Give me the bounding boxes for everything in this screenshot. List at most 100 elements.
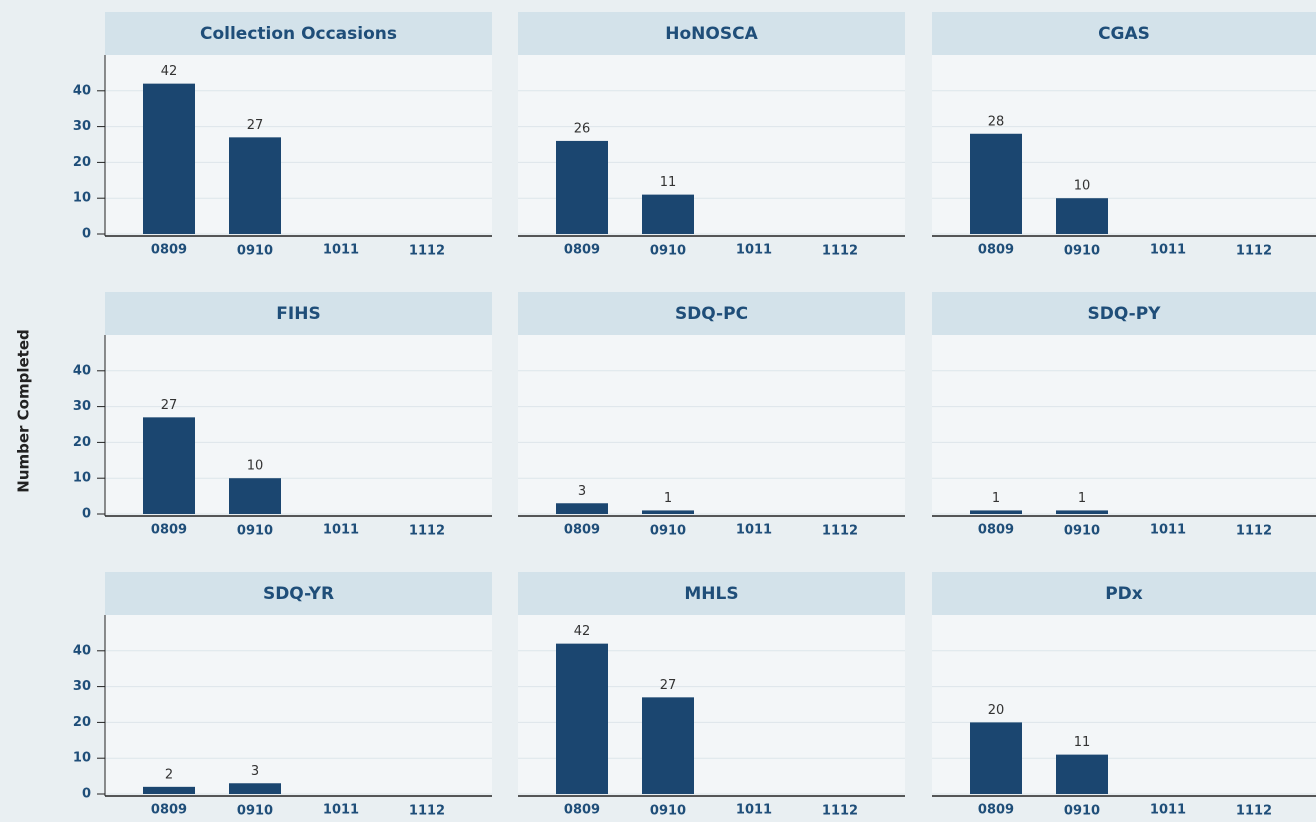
y-tick-label: 10 (73, 191, 91, 206)
x-tick-label: 0809 (564, 803, 600, 818)
data-label: 11 (660, 175, 677, 190)
bar (556, 643, 608, 794)
bar (229, 137, 281, 234)
bar (970, 510, 1022, 514)
panel-title: MHLS (684, 584, 738, 604)
panel-header (932, 292, 1316, 335)
panel-title: FIHS (276, 304, 320, 324)
x-tick-label: 1112 (409, 524, 445, 539)
data-label: 28 (988, 114, 1005, 129)
x-tick-label: 0910 (650, 524, 686, 539)
y-tick-label: 40 (73, 83, 91, 98)
panel-background (932, 335, 1316, 516)
x-tick-label: 1011 (323, 803, 359, 818)
bar (556, 503, 608, 514)
data-label: 20 (988, 703, 1005, 718)
bar (143, 417, 195, 514)
x-tick-label: 1112 (1236, 524, 1272, 539)
x-tick-label: 1011 (736, 803, 772, 818)
data-label: 27 (247, 118, 264, 133)
data-label: 3 (251, 764, 259, 779)
y-tick-label: 0 (82, 507, 91, 522)
bar (970, 133, 1022, 234)
x-tick-label: 1011 (736, 523, 772, 538)
panel-background (518, 335, 905, 516)
x-tick-label: 0809 (151, 803, 187, 818)
bar (143, 786, 195, 794)
x-tick-label: 0910 (650, 804, 686, 819)
panel-background (105, 615, 492, 796)
y-tick-label: 0 (82, 227, 91, 242)
y-tick-label: 20 (73, 155, 91, 170)
data-label: 26 (574, 121, 591, 136)
data-label: 1 (992, 491, 1000, 506)
panel-title: SDQ-PY (1088, 304, 1162, 324)
data-label: 10 (247, 459, 264, 474)
data-label: 42 (574, 624, 591, 639)
x-tick-label: 1011 (323, 243, 359, 258)
x-tick-label: 1112 (1236, 244, 1272, 259)
x-tick-label: 1112 (409, 244, 445, 259)
data-label: 42 (161, 64, 178, 79)
y-tick-label: 40 (73, 643, 91, 658)
panel-header (518, 572, 905, 615)
panel-header (932, 572, 1316, 615)
data-label: 1 (1078, 491, 1086, 506)
x-tick-label: 1011 (1150, 803, 1186, 818)
x-tick-label: 0910 (650, 244, 686, 259)
data-label: 3 (578, 484, 586, 499)
panel-title: SDQ-YR (263, 584, 334, 604)
y-tick-label: 40 (73, 363, 91, 378)
x-tick-label: 0809 (151, 243, 187, 258)
x-tick-label: 0809 (564, 523, 600, 538)
bar (642, 697, 694, 794)
x-tick-label: 0809 (978, 523, 1014, 538)
panel-title: PDx (1105, 584, 1143, 604)
x-tick-label: 1011 (736, 243, 772, 258)
bar (556, 140, 608, 234)
panel-title: SDQ-PC (675, 304, 748, 324)
y-tick-label: 30 (73, 119, 91, 134)
data-label: 11 (1074, 735, 1091, 750)
bar (229, 478, 281, 514)
x-tick-label: 1011 (1150, 243, 1186, 258)
y-tick-label: 10 (73, 471, 91, 486)
panel-title: Collection Occasions (200, 24, 397, 44)
x-tick-label: 1112 (822, 804, 858, 819)
bar (970, 722, 1022, 794)
x-tick-label: 1112 (1236, 804, 1272, 819)
panel-header (518, 12, 905, 55)
bar (642, 194, 694, 234)
data-label: 27 (660, 678, 677, 693)
bar (1056, 754, 1108, 794)
bar (1056, 510, 1108, 514)
y-tick-label: 20 (73, 715, 91, 730)
x-tick-label: 1011 (1150, 523, 1186, 538)
bar (642, 510, 694, 514)
panel-header (105, 12, 492, 55)
x-tick-label: 1112 (822, 244, 858, 259)
x-tick-label: 1112 (822, 524, 858, 539)
x-tick-label: 1112 (409, 804, 445, 819)
x-tick-label: 0910 (1064, 804, 1100, 819)
y-tick-label: 30 (73, 679, 91, 694)
data-label: 1 (664, 491, 672, 506)
x-tick-label: 0910 (237, 524, 273, 539)
x-tick-label: 0910 (237, 244, 273, 259)
bar (229, 783, 281, 794)
y-tick-label: 30 (73, 399, 91, 414)
x-tick-label: 0809 (978, 803, 1014, 818)
x-tick-label: 0809 (978, 243, 1014, 258)
bar (143, 83, 195, 234)
y-tick-label: 10 (73, 751, 91, 766)
data-label: 2 (165, 767, 173, 782)
x-tick-label: 0910 (237, 804, 273, 819)
y-axis-label: Number Completed (15, 329, 33, 492)
x-tick-label: 1011 (323, 523, 359, 538)
bar (1056, 198, 1108, 234)
x-tick-label: 0809 (564, 243, 600, 258)
panel-title: CGAS (1098, 24, 1150, 44)
panel-title: HoNOSCA (665, 24, 758, 44)
x-tick-label: 0809 (151, 523, 187, 538)
